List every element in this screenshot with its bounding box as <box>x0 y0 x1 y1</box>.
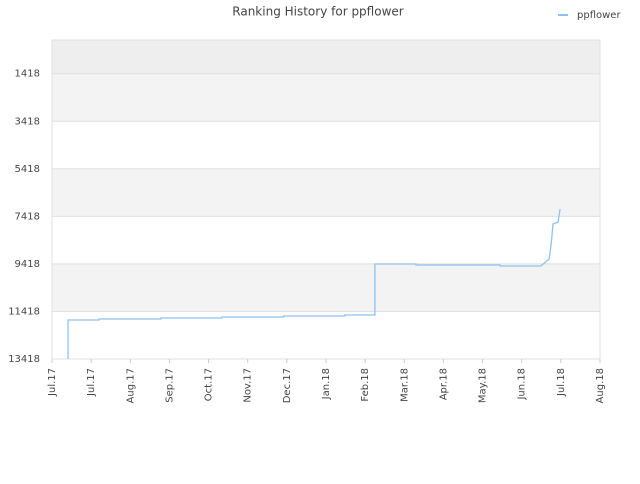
x-tick-label: Jul.18 <box>556 368 567 397</box>
y-tick-label: 9418 <box>15 259 40 270</box>
y-tick-label: 7418 <box>15 211 40 222</box>
y-tick-label: 5418 <box>15 164 40 175</box>
band <box>52 263 600 312</box>
x-tick-label: Jun.18 <box>517 368 528 401</box>
x-tick-label: Jul.17 <box>47 368 58 397</box>
band <box>52 121 600 169</box>
x-tick-label: Nov.17 <box>243 368 254 403</box>
x-tick-label: Apr.18 <box>438 368 449 400</box>
y-tick-label: 13418 <box>8 354 40 365</box>
y-tick-label: 1418 <box>15 69 40 80</box>
x-tick-label: May.18 <box>478 368 489 403</box>
x-tick-label: Feb.18 <box>360 368 371 402</box>
x-tick-label: Jul.17 <box>86 368 97 397</box>
x-tick-label: Aug.17 <box>125 368 136 403</box>
band <box>52 168 600 217</box>
x-tick-label: Sep.17 <box>164 368 175 403</box>
y-tick-label: 11418 <box>8 306 40 317</box>
legend-label: ppflower <box>577 10 621 21</box>
band <box>52 73 600 122</box>
x-tick-label: Jan.18 <box>321 368 332 400</box>
y-tick-label: 3418 <box>15 116 40 127</box>
series-line <box>67 208 561 359</box>
chart-title: Ranking History for ppflower <box>232 5 404 19</box>
x-tick-label: Aug.18 <box>595 368 606 403</box>
x-tick-label: Oct.17 <box>204 368 215 401</box>
x-tick-label: Dec.17 <box>282 368 293 403</box>
x-tick-label: Mar.18 <box>399 368 410 402</box>
band <box>52 216 600 264</box>
